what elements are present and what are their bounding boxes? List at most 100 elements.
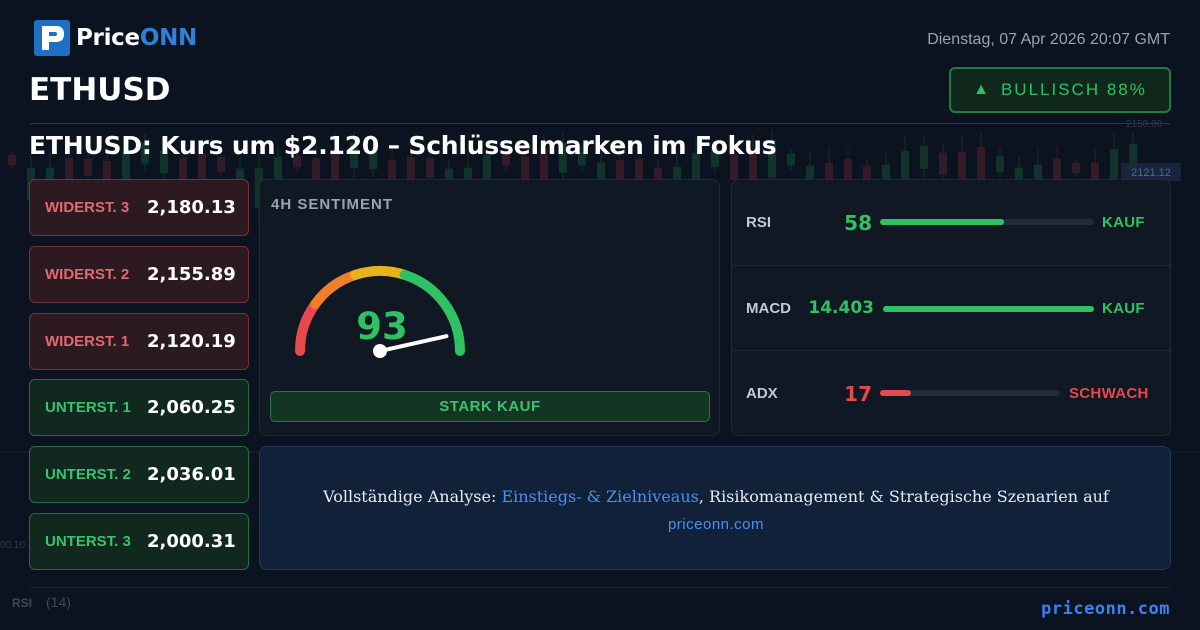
bg-candle-body <box>749 150 757 190</box>
bg-price-tag: 2121.12 <box>1131 167 1171 179</box>
bg-candle-body <box>977 146 985 183</box>
level-support-2: UNTERST. 2 2,036.01 <box>29 446 249 503</box>
indicator-fill <box>883 306 1094 312</box>
level-resistance-3: WIDERST. 3 2,180.13 <box>29 179 249 236</box>
analysis-cta-panel[interactable]: Vollständige Analyse: Einstiegs- & Zieln… <box>259 446 1171 570</box>
bg-candle-body <box>996 155 1004 173</box>
bias-badge: ▲ BULLISCH 88% <box>949 67 1171 113</box>
indicator-row-macd: MACD 14.403 KAUF <box>732 265 1172 350</box>
headline: ETHUSD: Kurs um $2.120 – Schlüsselmarken… <box>29 131 777 160</box>
bg-candle-body <box>331 149 339 190</box>
bg-candle-body <box>8 155 16 165</box>
header-divider <box>30 123 1170 124</box>
bg-candle-body <box>692 152 700 190</box>
bg-candle-body <box>1072 162 1080 174</box>
brand-name-part2: ONN <box>139 25 197 51</box>
level-value: 2,036.01 <box>147 464 236 485</box>
bg-candle-body <box>217 156 225 172</box>
level-support-1: UNTERST. 1 2,060.25 <box>29 379 249 436</box>
bg-candle-body <box>274 156 282 188</box>
indicator-track <box>880 390 1060 396</box>
bg-candle-body <box>84 158 92 176</box>
bg-candle-body <box>179 157 187 197</box>
sentiment-score: 93 <box>356 305 408 348</box>
cta-highlight-link[interactable]: Einstiegs- & Zielniveaus <box>501 487 699 506</box>
bg-candle-body <box>350 142 358 168</box>
level-label: WIDERST. 2 <box>45 266 130 283</box>
gauge-arc-red <box>295 299 321 356</box>
bg-candle-body <box>939 152 947 175</box>
level-label: UNTERST. 3 <box>45 533 131 550</box>
level-support-3: UNTERST. 3 2,000.31 <box>29 513 249 570</box>
bg-candle-body <box>540 149 548 190</box>
bg-candle-body <box>293 155 301 168</box>
bg-candle-body <box>920 145 928 169</box>
sentiment-gauge <box>295 266 465 358</box>
brand-name: PriceONN <box>76 25 197 51</box>
bg-candle-body <box>483 154 491 190</box>
bg-candle-body <box>141 142 149 164</box>
symbol-title: ETHUSD <box>29 72 171 108</box>
indicator-name: ADX <box>746 385 778 402</box>
gauge-arc-orange <box>310 269 361 309</box>
indicator-row-adx: ADX 17 SCHWACH <box>732 350 1172 435</box>
indicator-name: RSI <box>746 214 772 231</box>
bg-candle-body <box>901 150 909 190</box>
brand-logo[interactable]: PriceONN <box>34 20 197 56</box>
level-value: 2,060.25 <box>147 397 236 418</box>
level-value: 2,000.31 <box>147 531 236 552</box>
level-resistance-2: WIDERST. 2 2,155.89 <box>29 246 249 303</box>
level-value: 2,155.89 <box>147 264 236 285</box>
bg-candle-body <box>559 142 567 173</box>
indicator-value: 58 <box>844 211 872 235</box>
bg-candle-body <box>198 153 206 189</box>
gauge-arc-yellow <box>350 266 410 280</box>
bg-candle-body <box>426 158 434 178</box>
bg-rsi-period: (14) <box>46 594 71 610</box>
indicator-track <box>883 306 1094 312</box>
bg-candle-body <box>1053 158 1061 191</box>
indicator-panel: RSI 58 KAUF MACD 14.403 KAUF ADX 17 SCHW… <box>731 179 1172 436</box>
bg-candle-body <box>369 150 377 170</box>
cta-text-after: , Risikomanagement & Strategische Szenar… <box>698 487 1109 506</box>
indicator-status: SCHWACH <box>1069 385 1149 402</box>
bg-candle-body <box>1129 143 1137 172</box>
cta-text-before: Vollständige Analyse: <box>323 487 502 506</box>
level-label: WIDERST. 3 <box>45 199 130 216</box>
indicator-fill <box>880 390 911 396</box>
level-resistance-1: WIDERST. 1 2,120.19 <box>29 313 249 370</box>
bg-rsi-label: RSI <box>12 596 32 610</box>
cta-text: Vollständige Analyse: Einstiegs- & Zieln… <box>260 487 1172 506</box>
sentiment-panel: 4H SENTIMENT 93 STARK KAUF <box>259 179 720 436</box>
priceonn-logo-icon <box>34 20 70 56</box>
bg-candle-body <box>388 159 396 198</box>
bg-candle-body <box>1110 149 1118 190</box>
bg-candle-body <box>578 152 586 166</box>
indicator-track <box>880 219 1094 225</box>
level-label: WIDERST. 1 <box>45 333 130 350</box>
level-value: 2,120.19 <box>147 331 236 352</box>
footer-url-link[interactable]: priceonn.com <box>1041 599 1170 619</box>
indicator-value: 17 <box>844 382 872 406</box>
gauge-pivot <box>373 344 387 358</box>
indicator-row-rsi: RSI 58 KAUF <box>732 180 1172 265</box>
level-value: 2,180.13 <box>147 197 236 218</box>
brand-name-part1: Price <box>76 25 140 51</box>
up-arrow-icon: ▲ <box>973 81 991 98</box>
sentiment-signal: STARK KAUF <box>270 391 710 422</box>
bg-left-tick: 00.10 <box>0 540 25 551</box>
footer-divider <box>30 587 1170 588</box>
bg-candle-body <box>844 159 852 188</box>
indicator-status: KAUF <box>1102 214 1145 231</box>
bg-candle-body <box>65 158 73 186</box>
bg-candle-body <box>654 167 662 188</box>
bias-label: BULLISCH 88% <box>1000 80 1147 99</box>
bg-candle-body <box>312 158 320 192</box>
cta-url-link[interactable]: priceonn.com <box>667 516 765 533</box>
bg-candle-body <box>122 150 130 189</box>
indicator-name: MACD <box>746 300 791 317</box>
bg-candle-body <box>711 148 719 167</box>
bg-candle-body <box>787 153 795 166</box>
bg-candle-body <box>730 154 738 181</box>
